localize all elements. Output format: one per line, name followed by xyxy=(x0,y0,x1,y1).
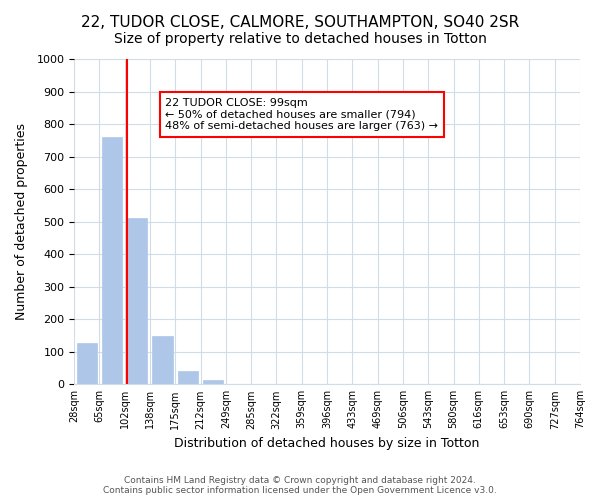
Text: Size of property relative to detached houses in Totton: Size of property relative to detached ho… xyxy=(113,32,487,46)
Text: Contains HM Land Registry data © Crown copyright and database right 2024.
Contai: Contains HM Land Registry data © Crown c… xyxy=(103,476,497,495)
Bar xyxy=(77,342,97,384)
X-axis label: Distribution of detached houses by size in Totton: Distribution of detached houses by size … xyxy=(175,437,480,450)
Text: 22, TUDOR CLOSE, CALMORE, SOUTHAMPTON, SO40 2SR: 22, TUDOR CLOSE, CALMORE, SOUTHAMPTON, S… xyxy=(81,15,519,30)
Bar xyxy=(152,336,173,384)
Bar xyxy=(102,137,122,384)
Text: 22 TUDOR CLOSE: 99sqm
← 50% of detached houses are smaller (794)
48% of semi-det: 22 TUDOR CLOSE: 99sqm ← 50% of detached … xyxy=(165,98,438,131)
Y-axis label: Number of detached properties: Number of detached properties xyxy=(15,123,28,320)
Bar xyxy=(178,372,198,384)
Bar xyxy=(127,218,148,384)
Bar xyxy=(203,380,223,384)
